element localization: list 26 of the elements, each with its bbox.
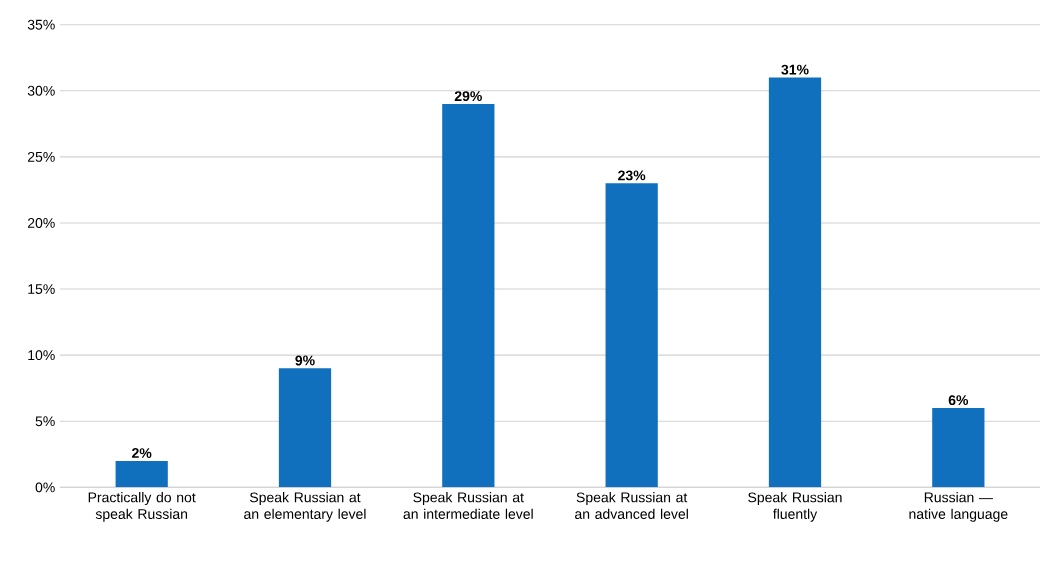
y-tick-label: 25% (27, 151, 55, 162)
bar (768, 77, 822, 488)
data-label: 29% (454, 91, 482, 102)
x-tick-label: Speak Russian fluently (748, 492, 842, 522)
x-tick-label: Practically do not speak Russian (88, 492, 196, 522)
y-tick-label: 5% (35, 416, 55, 427)
x-tick-label: Speak Russian at an intermediate level (403, 492, 533, 519)
data-label: 2% (132, 448, 152, 458)
bar (115, 460, 168, 488)
y-tick-label: 0% (35, 482, 55, 493)
data-label: 23% (618, 170, 646, 181)
bar (278, 368, 332, 488)
x-tick-label: Russian — native language (909, 492, 1008, 522)
data-label: 31% (781, 64, 809, 75)
y-tick-label: 35% (27, 19, 55, 30)
y-tick-label: 20% (27, 218, 55, 228)
bar (442, 103, 495, 488)
y-tick-label: 30% (27, 85, 55, 96)
y-tick-label: 15% (28, 284, 55, 294)
x-tick-label: Speak Russian at an elementary level (244, 492, 366, 522)
data-label: 9% (295, 355, 315, 366)
bar (605, 183, 658, 488)
y-tick-label: 10% (28, 350, 55, 361)
x-tick-label: Speak Russian at an advanced level (575, 492, 688, 519)
data-label: 6% (948, 395, 969, 406)
bar (932, 408, 985, 488)
